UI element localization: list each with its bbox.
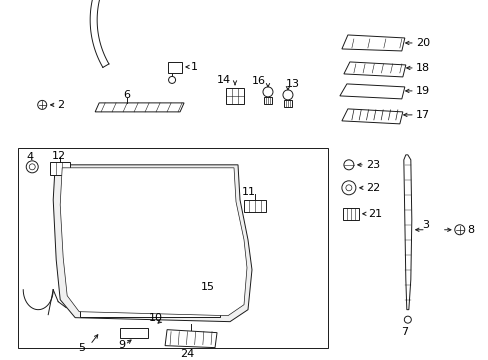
- Text: 6: 6: [123, 90, 130, 100]
- Circle shape: [88, 263, 132, 307]
- Circle shape: [82, 257, 138, 313]
- Bar: [225, 88, 244, 104]
- Circle shape: [283, 90, 292, 100]
- Circle shape: [29, 164, 35, 170]
- Text: 11: 11: [242, 187, 256, 197]
- Circle shape: [26, 161, 38, 173]
- Text: 21: 21: [367, 209, 381, 219]
- Circle shape: [345, 185, 351, 191]
- Text: 17: 17: [415, 110, 429, 120]
- Circle shape: [38, 100, 47, 109]
- Bar: [342, 208, 358, 220]
- Text: 9: 9: [118, 339, 125, 350]
- Polygon shape: [339, 84, 404, 99]
- Bar: [264, 97, 271, 104]
- Polygon shape: [341, 109, 402, 124]
- Bar: [18, 148, 327, 348]
- Polygon shape: [165, 330, 217, 348]
- Bar: [244, 200, 265, 212]
- Bar: [284, 100, 291, 107]
- Circle shape: [454, 225, 464, 235]
- Text: 3: 3: [421, 220, 428, 230]
- Text: 24: 24: [180, 348, 194, 359]
- Text: 8: 8: [466, 225, 473, 235]
- Bar: [100, 225, 210, 265]
- Text: 20: 20: [415, 38, 429, 48]
- Circle shape: [343, 160, 353, 170]
- Text: 23: 23: [365, 160, 379, 170]
- Polygon shape: [343, 62, 405, 77]
- Polygon shape: [341, 35, 404, 51]
- Text: 2: 2: [57, 100, 64, 110]
- Polygon shape: [403, 155, 411, 310]
- Text: 22: 22: [365, 183, 379, 193]
- Text: 14: 14: [217, 75, 231, 85]
- Text: 13: 13: [285, 79, 299, 89]
- Text: 1: 1: [191, 62, 198, 72]
- Text: 10: 10: [149, 313, 163, 323]
- Polygon shape: [53, 165, 251, 322]
- Circle shape: [341, 181, 355, 195]
- Circle shape: [404, 316, 410, 323]
- Bar: [80, 305, 220, 317]
- Bar: [150, 195, 220, 215]
- Text: 19: 19: [415, 86, 429, 96]
- Circle shape: [168, 76, 175, 84]
- Polygon shape: [120, 328, 148, 338]
- Text: 16: 16: [251, 76, 265, 86]
- Text: 12: 12: [52, 151, 66, 161]
- Polygon shape: [60, 168, 246, 316]
- Text: 15: 15: [201, 282, 215, 292]
- Text: 5: 5: [79, 343, 85, 353]
- Circle shape: [263, 87, 272, 97]
- Bar: [50, 162, 70, 175]
- Bar: [168, 62, 182, 73]
- Text: 18: 18: [415, 63, 429, 73]
- Bar: [200, 265, 229, 279]
- Text: 4: 4: [27, 152, 34, 162]
- Text: 7: 7: [401, 327, 407, 337]
- Polygon shape: [95, 103, 183, 112]
